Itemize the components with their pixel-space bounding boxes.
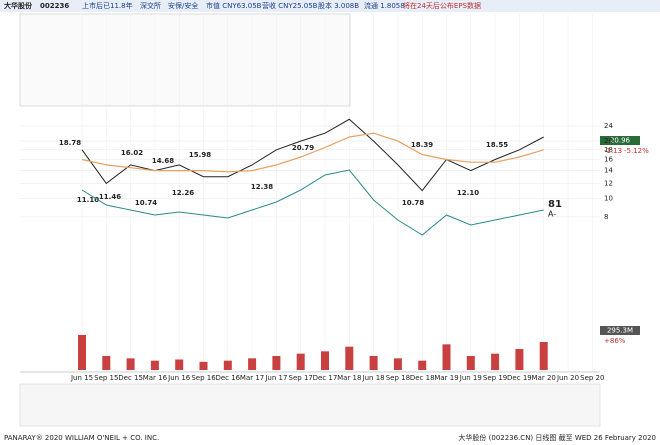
volume-bar	[393, 358, 402, 370]
x-tick-label: Mar 17	[240, 374, 264, 382]
stock-name: 大华股份	[4, 1, 33, 10]
volume-bar	[539, 342, 548, 370]
x-tick-label: Jun 19	[459, 374, 482, 382]
volume-bar	[296, 353, 305, 370]
price-annotation: 18.55	[486, 141, 508, 149]
last-price: 20.96	[610, 137, 631, 145]
volume-bar	[272, 356, 281, 370]
line	[81, 169, 544, 236]
y-tick-label: 18	[604, 146, 613, 154]
volume-bar	[515, 349, 524, 370]
volume-bar	[418, 360, 427, 370]
volume-bar	[466, 356, 475, 370]
rs-rating: 81	[548, 199, 562, 210]
price-annotation: 12.26	[172, 189, 194, 197]
volume-pct: +86%	[604, 337, 626, 345]
price-annotation: 11.46	[99, 193, 121, 201]
price-annotation: 18.39	[411, 141, 433, 149]
header-bar	[0, 0, 660, 12]
x-tick-label: Mar 16	[143, 374, 168, 382]
market-cap: 市值 CNY63.05B	[206, 1, 262, 10]
volume-bar	[223, 360, 232, 370]
industry: 安保/安全	[168, 1, 198, 10]
price-change-pct: -5.12%	[624, 147, 649, 155]
y-tick-label: 10	[604, 194, 613, 202]
footer-left: PANARAY® 2020 WILLIAM O'NEIL + CO. INC.	[4, 434, 159, 442]
x-tick-label: Sep 20	[580, 374, 604, 382]
x-tick-label: Dec 18	[410, 374, 435, 382]
eps-notice: 将在24天后公布EPS数据	[403, 1, 481, 10]
x-tick-label: Sep 19	[483, 374, 507, 382]
volume-bar	[248, 358, 257, 370]
data-box	[19, 13, 351, 107]
volume-bar	[345, 346, 354, 370]
revenue: 营收 CNY25.05B	[262, 1, 318, 10]
volume-bar	[199, 361, 208, 370]
x-tick-label: Jun 18	[362, 374, 385, 382]
volume-bar	[321, 351, 329, 370]
x-tick-label: Dec 17	[313, 374, 338, 382]
float: 流通 1.8058	[364, 1, 405, 10]
price-annotation: 16.02	[121, 149, 143, 157]
volume-bar	[102, 356, 111, 370]
price-annotation: 12.10	[457, 189, 479, 197]
x-tick-label: Jun 15	[70, 374, 93, 382]
volume-bar	[491, 353, 500, 370]
x-tick-label: Sep 15	[94, 374, 118, 382]
x-tick-label: Sep 17	[289, 374, 313, 382]
price-annotation: 14.68	[152, 157, 174, 165]
x-tick-label: Mar 18	[337, 374, 361, 382]
shares: 股本 3.008B	[318, 1, 359, 10]
footer-right: 大华股份 (002236.CN) 日线图 截至 WED 26 February …	[458, 433, 656, 442]
volume-bar	[175, 359, 184, 370]
volume-last: 295.3M	[607, 327, 633, 335]
x-tick-label: Dec 19	[507, 374, 532, 382]
price-annotation: 20.79	[292, 144, 314, 152]
y-tick-label: 14	[604, 167, 613, 175]
price-annotation: 12.38	[251, 183, 273, 191]
y-tick-label: 16	[604, 156, 613, 164]
x-tick-label: Sep 18	[386, 374, 410, 382]
y-tick-label: 24	[604, 122, 613, 130]
volume-bar	[78, 335, 86, 370]
x-tick-label: Dec 16	[215, 374, 240, 382]
volume-bar	[126, 358, 135, 370]
volume-bar	[442, 344, 451, 370]
x-tick-label: Mar 19	[434, 374, 458, 382]
line	[81, 118, 544, 192]
x-tick-label: Sep 16	[191, 374, 216, 382]
composite: A-	[548, 210, 556, 219]
x-tick-label: Jun 16	[167, 374, 191, 382]
eps-table	[19, 383, 601, 427]
price-annotation: 10.78	[402, 199, 424, 207]
listed: 上市后已11.8年	[82, 1, 133, 10]
volume-bar	[369, 356, 378, 370]
price-change: -1.13	[604, 147, 622, 155]
line	[81, 132, 544, 173]
price-annotation: 15.98	[189, 151, 211, 159]
x-tick-label: Jun 20	[556, 374, 579, 382]
volume-box	[600, 326, 640, 335]
y-tick-label: 20	[604, 137, 613, 145]
y-tick-label: 12	[604, 179, 613, 187]
x-tick-label: Mar 20	[532, 374, 556, 382]
price-annotation: 11.10	[77, 196, 99, 204]
price-annotation: 10.74	[135, 199, 157, 207]
exchange: 深交所	[140, 1, 161, 10]
x-tick-label: Dec 15	[118, 374, 143, 382]
price-box	[600, 136, 640, 145]
y-tick-label: 8	[604, 213, 608, 221]
volume-bar	[150, 360, 159, 370]
price-annotation: 18.78	[59, 139, 81, 147]
x-tick-label: Jun 17	[264, 374, 287, 382]
stock-code: 002236	[40, 2, 69, 10]
